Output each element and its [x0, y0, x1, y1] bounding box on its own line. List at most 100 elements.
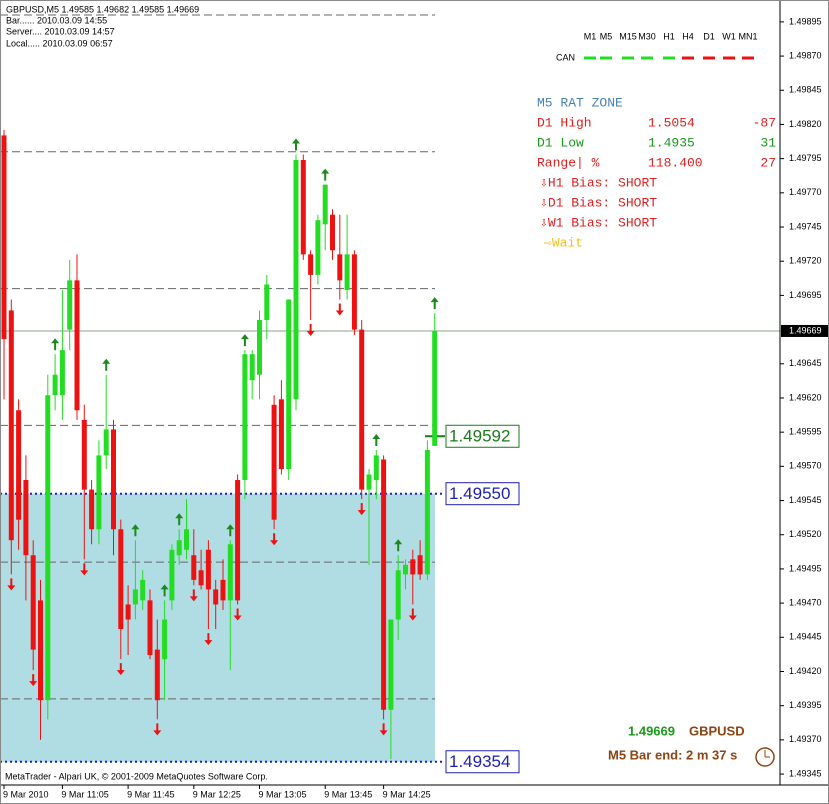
candle-body — [381, 459, 387, 710]
panel-cell: 1.4935 — [648, 135, 695, 150]
timeframe-label: D1 — [703, 31, 715, 41]
y-tick-label: 1.49395 — [789, 700, 822, 710]
signal-arrow — [80, 563, 89, 576]
y-tick-label: 1.49570 — [789, 461, 822, 471]
candle-body — [16, 410, 22, 520]
candle-body — [140, 579, 146, 601]
info-header: GBPUSD,M5 1.49585 1.49682 1.49585 1.4966… — [6, 4, 199, 14]
timeframe-label: H4 — [682, 31, 694, 41]
x-tick-label: 9 Mar 11:05 — [61, 789, 108, 799]
signal-arrow — [175, 513, 184, 526]
y-tick-label: 1.49720 — [789, 256, 822, 266]
y-tick-label: 1.49795 — [789, 153, 822, 163]
signal-arrow — [160, 584, 169, 597]
panel-title: M5 RAT ZONE — [537, 95, 623, 110]
candle-body — [52, 374, 58, 396]
candle-body — [205, 549, 211, 590]
candle-body — [388, 619, 394, 710]
signal-arrow — [102, 358, 111, 371]
signal-arrow — [7, 578, 16, 591]
candle-body — [344, 254, 350, 290]
candle-body — [103, 429, 109, 456]
signal-arrow — [233, 608, 242, 621]
candle-body — [337, 254, 343, 281]
price-label-box — [445, 424, 520, 448]
y-tick-label: 1.49695 — [789, 290, 822, 300]
y-tick-label: 1.49345 — [789, 768, 822, 778]
price-label: 1.49354 — [449, 752, 510, 771]
candle-body — [293, 160, 299, 400]
info-line: Server.... 2010.03.09 14:57 — [6, 26, 115, 36]
x-tick-label: 9 Mar 13:45 — [324, 789, 372, 799]
candle-body — [417, 555, 423, 575]
candle-body — [89, 489, 95, 530]
panel-cell: Range| % — [537, 155, 600, 170]
y-tick-label: 1.49470 — [789, 597, 822, 607]
candle-body — [45, 395, 51, 701]
candle-body — [286, 299, 292, 470]
timeframe-label: M1 — [584, 31, 597, 41]
footer-symbol: GBPUSD — [689, 723, 745, 738]
panel-cell: 27 — [760, 155, 776, 170]
signal-arrow — [306, 324, 315, 337]
candle-body — [213, 589, 219, 605]
candle-body — [359, 329, 365, 490]
signal-arrow — [430, 297, 439, 310]
candle-body — [395, 570, 401, 620]
copyright: MetaTrader - Alpari UK, © 2001-2009 Meta… — [5, 771, 268, 781]
y-tick-label: 1.49545 — [789, 495, 822, 505]
y-tick-label: 1.49420 — [789, 666, 822, 676]
candle-body — [264, 284, 270, 321]
timeframe-label: M5 — [600, 31, 613, 41]
info-line: Local..... 2010.03.09 06:57 — [6, 38, 113, 48]
signal-arrow — [29, 674, 38, 687]
current-price-label: 1.49669 — [789, 325, 822, 335]
signal-arrow — [153, 723, 162, 736]
candle-body — [67, 280, 73, 330]
price-label-box — [445, 482, 520, 506]
y-tick-label: 1.49820 — [789, 119, 822, 129]
signal-arrow — [335, 303, 344, 316]
candle-body — [220, 579, 226, 601]
x-tick-label: 9 Mar 11:45 — [127, 789, 174, 799]
candle-body — [30, 555, 36, 650]
candle-body — [235, 480, 241, 601]
candle-body — [154, 649, 160, 701]
y-tick-label: 1.49495 — [789, 563, 822, 573]
candle-body — [403, 564, 408, 575]
signal-arrow — [408, 608, 417, 621]
panel-cell: D1 Low — [537, 135, 584, 150]
can-label: CAN — [556, 52, 575, 62]
candle-body — [257, 320, 262, 375]
candle-body — [118, 529, 124, 630]
x-tick-label: 9 Mar 14:25 — [383, 789, 431, 799]
signal-arrow — [51, 338, 60, 351]
y-tick-label: 1.49870 — [789, 50, 822, 60]
footer-bar-end: M5 Bar end: 2 m 37 s — [608, 747, 737, 762]
candle-body — [315, 220, 321, 275]
panel-bias: ⇩D1 Bias: SHORT — [540, 195, 657, 210]
candle-body — [169, 549, 175, 601]
signal-arrow — [116, 663, 125, 676]
signal-arrow — [379, 723, 388, 736]
candle-body — [249, 354, 255, 381]
y-tick-label: 1.49595 — [789, 427, 822, 437]
signal-arrow — [292, 138, 300, 151]
candle-body — [191, 555, 197, 580]
panel-cell: D1 High — [537, 115, 592, 130]
candle-body — [373, 455, 379, 481]
clock-icon — [755, 747, 775, 767]
candle-body — [38, 600, 43, 701]
panel-cell: 1.5054 — [648, 115, 695, 130]
y-tick-label: 1.49845 — [789, 85, 822, 95]
timeframe-label: MN1 — [738, 31, 757, 41]
candle-body — [96, 455, 102, 530]
candle-body — [198, 570, 204, 586]
signal-arrow — [394, 539, 403, 552]
signal-arrow — [189, 589, 198, 602]
candle-body — [424, 449, 430, 575]
candle-body — [162, 619, 168, 660]
panel-bias: ⇩H1 Bias: SHORT — [540, 175, 657, 190]
candle-body — [147, 600, 153, 656]
